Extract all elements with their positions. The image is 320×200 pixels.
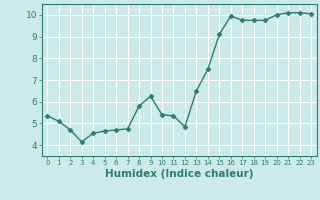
X-axis label: Humidex (Indice chaleur): Humidex (Indice chaleur) [105,169,253,179]
